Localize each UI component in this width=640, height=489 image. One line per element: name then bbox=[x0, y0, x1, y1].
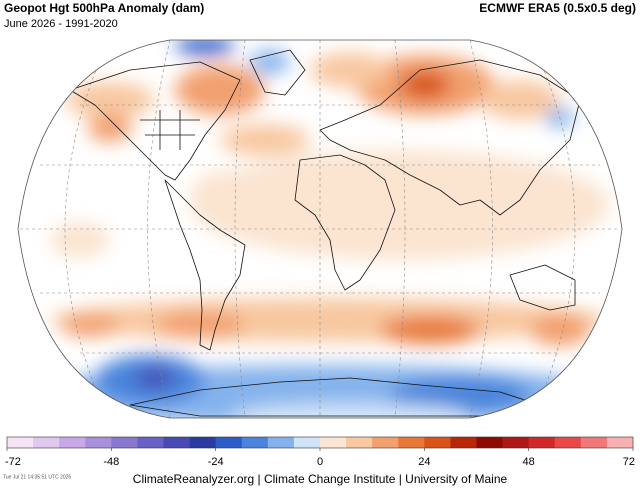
colorbar-cell bbox=[7, 437, 34, 448]
colorbar-cell bbox=[606, 437, 634, 448]
title: Geopot Hgt 500hPa Anomaly (dam) bbox=[4, 1, 204, 15]
colorbar-cell bbox=[320, 437, 347, 448]
colorbar-tick-label: 48 bbox=[523, 456, 535, 468]
colorbar-cell bbox=[59, 437, 86, 448]
map-outline bbox=[17, 39, 623, 419]
colorbar-cell bbox=[398, 437, 425, 448]
colorbar-cell bbox=[111, 437, 138, 448]
subtitle: June 2026 - 1991-2020 bbox=[4, 18, 118, 30]
colorbar-tick-label: -48 bbox=[103, 456, 119, 468]
colorbar-tick-label: -72 bbox=[5, 456, 21, 468]
colorbar-cell bbox=[241, 437, 269, 448]
map bbox=[18, 40, 622, 418]
source: ECMWF ERA5 (0.5x0.5 deg) bbox=[479, 1, 636, 15]
colorbar-cell bbox=[476, 437, 503, 448]
colorbar-cell bbox=[163, 437, 190, 448]
colorbar-tick-label: 72 bbox=[623, 456, 635, 468]
colorbar-cell bbox=[267, 437, 295, 448]
graticule bbox=[20, 40, 620, 418]
colorbar-cell bbox=[424, 437, 451, 448]
colorbar-cell bbox=[85, 437, 112, 448]
colorbar-cell bbox=[293, 437, 321, 448]
colorbar-tick-label: 24 bbox=[418, 456, 430, 468]
colorbar-tick-label: -24 bbox=[208, 456, 224, 468]
timestamp: Tue Jul 21 14:35:51 UTC 2026 bbox=[3, 474, 71, 480]
colorbar-cell bbox=[33, 437, 60, 448]
colorbar-cell bbox=[580, 437, 608, 448]
colorbar-cell bbox=[189, 437, 216, 448]
footer: ClimateReanalyzer.org | Climate Change I… bbox=[133, 472, 508, 486]
coastlines bbox=[69, 49, 581, 417]
colorbar-cell bbox=[528, 437, 556, 448]
colorbar: -72 -48 -24 0 24 48 72 bbox=[5, 436, 635, 468]
colorbar-cell bbox=[502, 437, 529, 448]
colorbar-cell bbox=[137, 437, 164, 448]
colorbar-cell bbox=[554, 437, 582, 448]
colorbar-cell bbox=[372, 437, 399, 448]
colorbar-cell bbox=[346, 437, 373, 448]
colorbar-cell bbox=[215, 437, 243, 448]
colorbar-cell bbox=[450, 437, 477, 448]
colorbar-tick-label: 0 bbox=[317, 456, 323, 468]
